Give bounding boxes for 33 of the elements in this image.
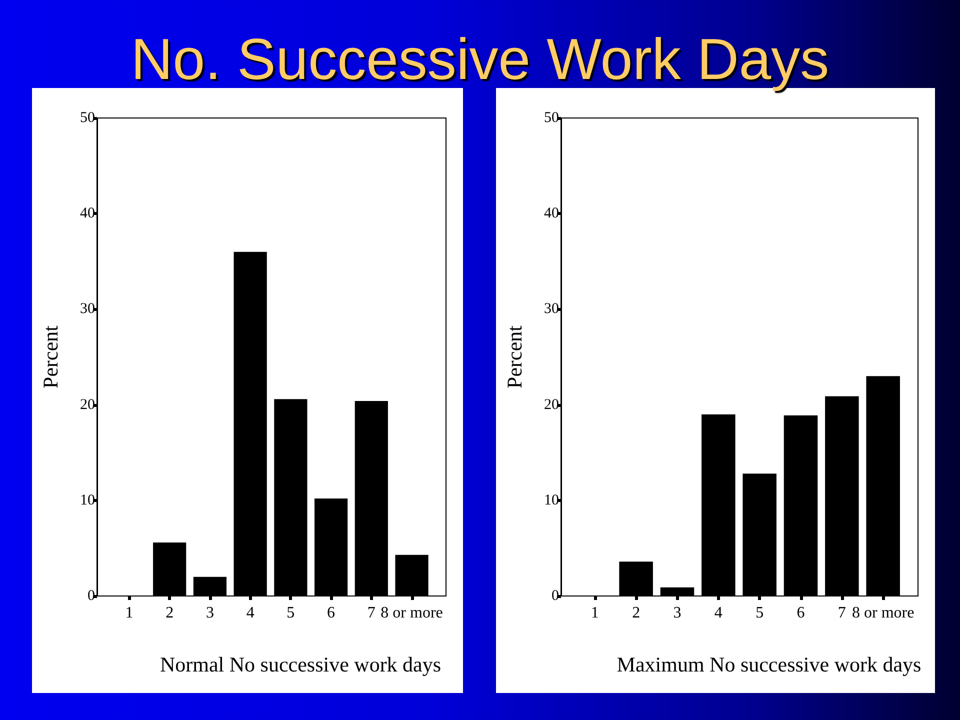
x-tick-label: 7 — [838, 604, 846, 622]
x-axis-title: Normal No successive work days — [160, 652, 442, 676]
x-tick-label: 3 — [206, 604, 214, 622]
y-tick-label: 40 — [80, 206, 95, 222]
y-tick-label: 50 — [544, 110, 559, 126]
y-tick-label: 30 — [544, 301, 559, 318]
x-tick-label: 1 — [125, 604, 134, 622]
y-tick-label: 40 — [544, 206, 559, 222]
x-tick-label: 6 — [796, 604, 805, 622]
x-tick-label: 7 — [367, 604, 376, 622]
x-tick-label: 8 or more — [380, 604, 443, 622]
x-tick-label: 8 or more — [852, 604, 914, 622]
y-tick-label: 50 — [80, 110, 95, 126]
y-tick-label: 20 — [80, 396, 95, 413]
x-tick-label: 5 — [756, 604, 764, 622]
y-tick-label: 20 — [544, 396, 559, 413]
y-tick-label: 0 — [552, 588, 559, 604]
y-tick-label: 0 — [88, 588, 95, 604]
y-tick-label: 30 — [80, 301, 95, 318]
x-tick-label: 1 — [590, 604, 599, 622]
y-tick-label: 10 — [80, 492, 95, 508]
x-tick-label: 3 — [673, 604, 682, 622]
x-tick-label: 4 — [714, 604, 722, 622]
y-tick-label: 10 — [544, 492, 559, 508]
y-axis-title: Percent — [502, 325, 526, 388]
x-tick-label: 2 — [166, 604, 174, 622]
x-axis-title: Maximum No successive work days — [616, 652, 922, 676]
x-tick-label: 6 — [327, 604, 336, 622]
chart-title: No. Successive Work Days — [130, 27, 830, 92]
y-axis-title: Percent — [38, 325, 62, 388]
x-tick-label: 4 — [246, 604, 254, 622]
x-tick-label: 2 — [632, 604, 640, 622]
x-tick-label: 5 — [286, 604, 295, 622]
